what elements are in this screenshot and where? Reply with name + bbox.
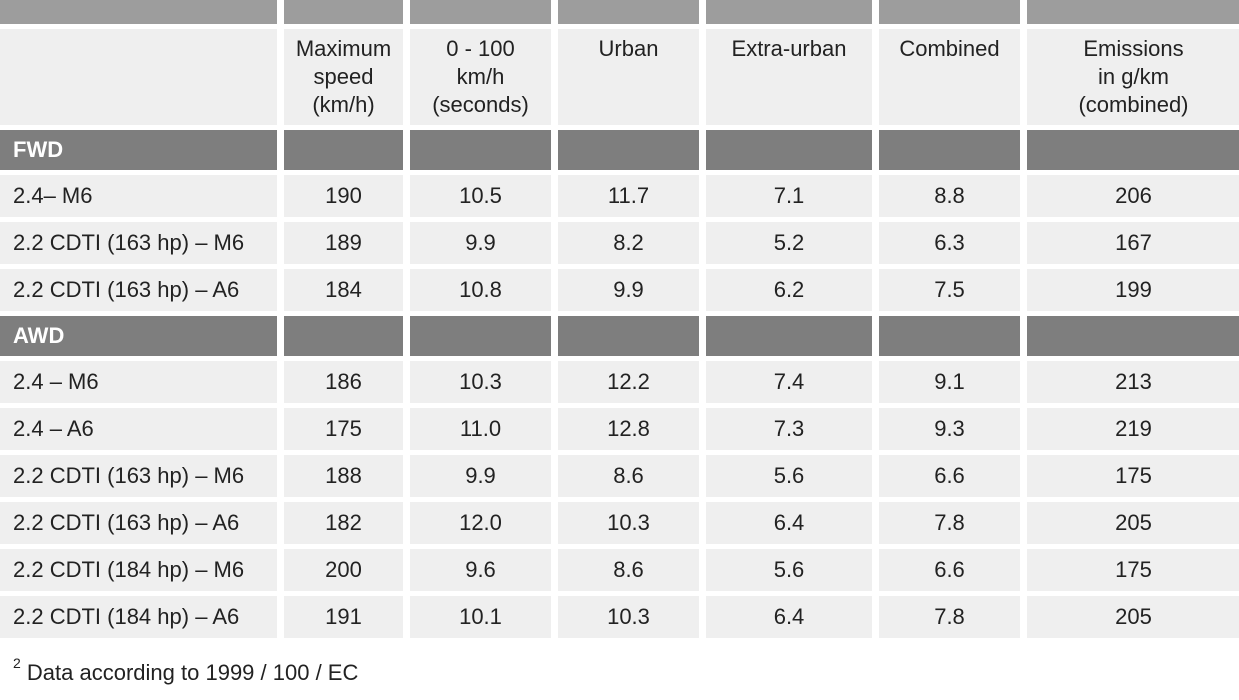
row-combined: 8.8	[879, 175, 1020, 217]
row-emissions: 206	[1027, 175, 1239, 217]
row-combined: 6.6	[879, 455, 1020, 497]
top-band-cell	[879, 0, 1020, 24]
row-emissions: 205	[1027, 596, 1239, 638]
row-urban: 12.2	[558, 361, 699, 403]
section-band-cell	[558, 316, 699, 356]
section-band-cell	[879, 316, 1020, 356]
row-model: 2.2 CDTI (184 hp) – A6	[0, 596, 277, 638]
section-band-cell	[284, 130, 403, 170]
header-extra-urban: Extra-urban	[706, 29, 872, 125]
top-band-cell	[410, 0, 551, 24]
row-emissions: 213	[1027, 361, 1239, 403]
row-max-speed: 186	[284, 361, 403, 403]
row-acceleration: 11.0	[410, 408, 551, 450]
row-urban: 9.9	[558, 269, 699, 311]
row-extra-urban: 6.4	[706, 596, 872, 638]
section-band-cell	[284, 316, 403, 356]
row-extra-urban: 6.4	[706, 502, 872, 544]
row-max-speed: 190	[284, 175, 403, 217]
row-emissions: 219	[1027, 408, 1239, 450]
row-urban: 8.6	[558, 549, 699, 591]
specs-table: Maximum speed (km/h) 0 - 100 km/h (secon…	[0, 0, 1239, 638]
row-extra-urban: 7.1	[706, 175, 872, 217]
header-acceleration: 0 - 100 km/h (seconds)	[410, 29, 551, 125]
row-max-speed: 188	[284, 455, 403, 497]
row-model: 2.4 – A6	[0, 408, 277, 450]
header-combined: Combined	[879, 29, 1020, 125]
footnote-text: Data according to 1999 / 100 / EC	[26, 660, 359, 685]
top-band-cell	[558, 0, 699, 24]
section-band-cell	[410, 316, 551, 356]
top-band-cell	[284, 0, 403, 24]
section-band-cell	[1027, 130, 1239, 170]
row-acceleration: 10.3	[410, 361, 551, 403]
row-extra-urban: 6.2	[706, 269, 872, 311]
section-band-cell	[706, 130, 872, 170]
row-extra-urban: 5.6	[706, 549, 872, 591]
row-urban: 8.2	[558, 222, 699, 264]
section-label-fwd: FWD	[0, 130, 277, 170]
header-max-speed: Maximum speed (km/h)	[284, 29, 403, 125]
row-acceleration: 12.0	[410, 502, 551, 544]
section-band-cell	[879, 130, 1020, 170]
header-emissions: Emissions in g/km (combined)	[1027, 29, 1239, 125]
row-combined: 6.6	[879, 549, 1020, 591]
row-acceleration: 9.9	[410, 222, 551, 264]
row-urban: 8.6	[558, 455, 699, 497]
row-emissions: 175	[1027, 455, 1239, 497]
top-band-cell	[0, 0, 277, 24]
row-model: 2.2 CDTI (163 hp) – M6	[0, 222, 277, 264]
row-acceleration: 10.1	[410, 596, 551, 638]
row-acceleration: 10.5	[410, 175, 551, 217]
row-urban: 11.7	[558, 175, 699, 217]
row-combined: 9.3	[879, 408, 1020, 450]
row-max-speed: 200	[284, 549, 403, 591]
footnote: 2 Data according to 1999 / 100 / EC	[13, 656, 359, 686]
row-combined: 9.1	[879, 361, 1020, 403]
row-max-speed: 191	[284, 596, 403, 638]
row-combined: 7.8	[879, 596, 1020, 638]
section-label-awd: AWD	[0, 316, 277, 356]
row-acceleration: 9.6	[410, 549, 551, 591]
row-model: 2.2 CDTI (163 hp) – A6	[0, 502, 277, 544]
row-max-speed: 175	[284, 408, 403, 450]
row-urban: 10.3	[558, 596, 699, 638]
row-max-speed: 189	[284, 222, 403, 264]
row-combined: 7.5	[879, 269, 1020, 311]
row-extra-urban: 5.2	[706, 222, 872, 264]
row-model: 2.2 CDTI (163 hp) – A6	[0, 269, 277, 311]
header-model	[0, 29, 277, 125]
row-extra-urban: 7.3	[706, 408, 872, 450]
row-extra-urban: 7.4	[706, 361, 872, 403]
row-emissions: 167	[1027, 222, 1239, 264]
row-extra-urban: 5.6	[706, 455, 872, 497]
top-band-cell	[1027, 0, 1239, 24]
section-band-cell	[410, 130, 551, 170]
section-band-cell	[558, 130, 699, 170]
row-combined: 7.8	[879, 502, 1020, 544]
header-urban: Urban	[558, 29, 699, 125]
top-band-cell	[706, 0, 872, 24]
row-max-speed: 182	[284, 502, 403, 544]
section-band-cell	[1027, 316, 1239, 356]
row-model: 2.2 CDTI (184 hp) – M6	[0, 549, 277, 591]
row-acceleration: 10.8	[410, 269, 551, 311]
footnote-marker: 2	[13, 654, 21, 671]
row-model: 2.2 CDTI (163 hp) – M6	[0, 455, 277, 497]
row-emissions: 205	[1027, 502, 1239, 544]
row-combined: 6.3	[879, 222, 1020, 264]
row-emissions: 199	[1027, 269, 1239, 311]
row-max-speed: 184	[284, 269, 403, 311]
row-acceleration: 9.9	[410, 455, 551, 497]
section-band-cell	[706, 316, 872, 356]
row-urban: 10.3	[558, 502, 699, 544]
row-urban: 12.8	[558, 408, 699, 450]
row-emissions: 175	[1027, 549, 1239, 591]
row-model: 2.4– M6	[0, 175, 277, 217]
row-model: 2.4 – M6	[0, 361, 277, 403]
